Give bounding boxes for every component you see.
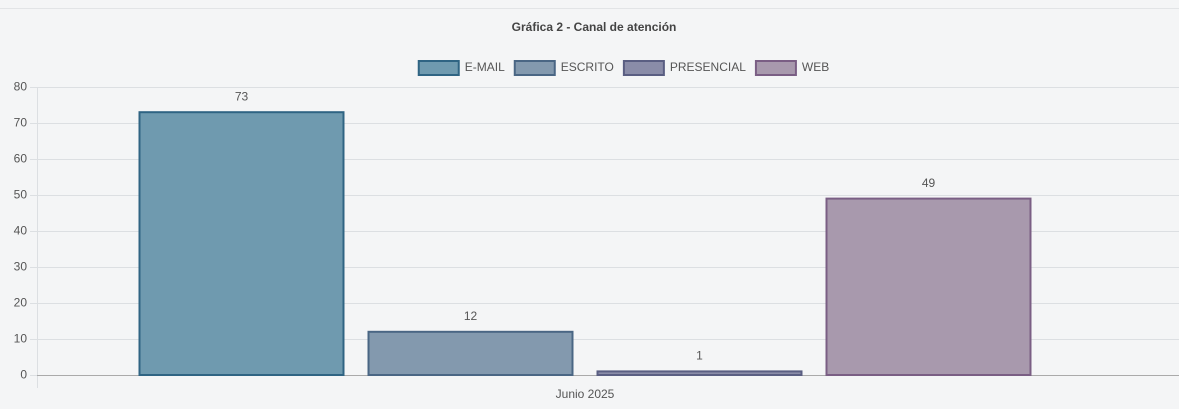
legend-swatch [622,60,665,76]
bar [825,197,1032,376]
legend-label: PRESENCIAL [670,60,746,74]
x-tick-label: Junio 2025 [556,387,615,401]
legend-swatch [417,60,460,76]
y-tick-label: 60 [14,152,28,166]
data-label: 1 [696,349,703,363]
data-label: 49 [922,176,936,190]
bar [138,111,345,376]
bar [596,370,803,376]
legend-swatch [754,60,797,76]
y-tick-label: 40 [14,224,28,238]
y-tick-label: 50 [14,188,28,202]
y-tick-label: 80 [14,80,28,94]
legend-label: ESCRITO [561,60,614,74]
legend-label: WEB [802,60,829,74]
chart-title: Gráfica 2 - Canal de atención [512,20,677,34]
data-label: 12 [464,309,478,323]
legend-swatch [513,60,556,76]
y-tick-label: 20 [14,296,28,310]
y-tick-label: 70 [14,116,28,130]
bar [367,330,574,376]
y-tick-label: 0 [20,368,27,382]
y-tick-label: 10 [14,332,28,346]
legend-label: E-MAIL [465,60,505,74]
y-tick-label: 30 [14,260,28,274]
data-label: 73 [235,89,249,103]
